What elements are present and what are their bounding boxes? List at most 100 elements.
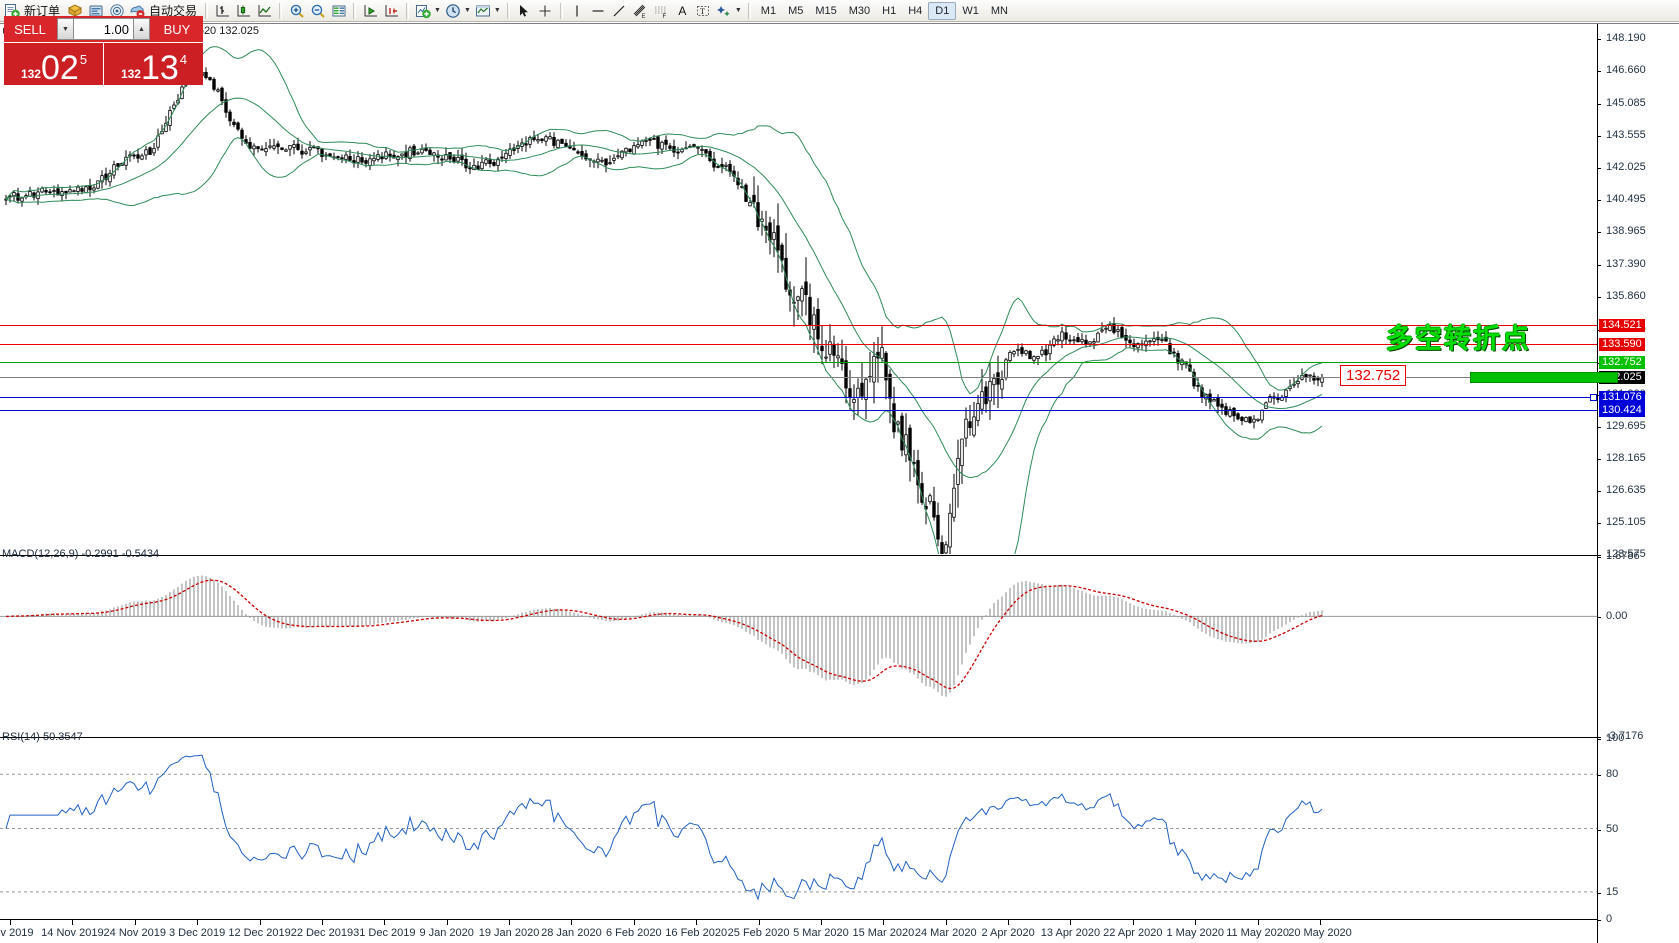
date-label: 14 Nov 2019: [41, 927, 104, 939]
rsi-scale-label: 100: [1596, 732, 1624, 744]
cursor-tool-button[interactable]: [514, 1, 535, 21]
price-tag-resistance[interactable]: 134.521: [1599, 318, 1645, 332]
price-callout-label: 132.752: [1340, 365, 1407, 386]
text-tool-button[interactable]: A: [672, 1, 693, 21]
auto-scroll-button[interactable]: [381, 1, 402, 21]
level-line-5[interactable]: [0, 410, 1597, 412]
date-tick: [696, 920, 698, 925]
crosshair-tool-button[interactable]: [535, 1, 556, 21]
price-tick: 145.085: [1597, 97, 1646, 109]
line-chart-button[interactable]: [254, 1, 275, 21]
level-line-0[interactable]: [0, 324, 1597, 326]
sell-price-display[interactable]: 132 02 5: [4, 43, 103, 85]
date-tick: [1257, 920, 1259, 925]
toolbar-separator-6: [559, 2, 563, 19]
price-tag-level[interactable]: 131.076: [1599, 390, 1645, 404]
profiles-icon: [67, 3, 82, 17]
date-label: 5 Mar 2020: [793, 927, 849, 939]
equidistant-channel-button[interactable]: E: [630, 1, 651, 21]
horizontal-line-tool-button[interactable]: [588, 1, 609, 21]
bar-chart-button[interactable]: [212, 1, 233, 21]
line-chart-icon: [258, 4, 271, 16]
support-zone-rectangle[interactable]: [1470, 372, 1618, 383]
date-tick: [883, 920, 885, 925]
volume-increment-button[interactable]: ▲: [133, 18, 150, 40]
level-line-1[interactable]: [0, 344, 1597, 346]
volume-decrement-button[interactable]: ▼: [57, 18, 74, 40]
level-line-handle[interactable]: [1590, 393, 1597, 401]
grid-view-button[interactable]: [328, 1, 349, 21]
objects-icon: [716, 5, 730, 16]
price-tag-support[interactable]: 132.752: [1599, 355, 1645, 369]
chart-window: ◤ GBPJPY-,Daily 132.541 132.988 131.620 …: [0, 23, 1679, 943]
chevron-down-icon-4[interactable]: ▼: [734, 7, 742, 14]
date-tick: [321, 920, 323, 925]
price-tick: 128.165: [1597, 452, 1646, 464]
objects-list-button[interactable]: ▼: [714, 1, 744, 21]
timeframe-d1[interactable]: D1: [928, 1, 957, 20]
sell-price-prefix: 132: [20, 67, 41, 81]
price-axis[interactable]: 148.190 146.660 145.085 143.555 142.025 140.4…: [1596, 24, 1679, 943]
buy-button[interactable]: BUY: [151, 16, 203, 42]
trendline-tool-button[interactable]: [609, 1, 630, 21]
label-tool-button[interactable]: T: [693, 1, 714, 21]
cursor-icon: [520, 4, 529, 17]
svg-text:E: E: [642, 14, 646, 19]
timeframe-m30[interactable]: M30: [848, 4, 871, 17]
timeframe-mn[interactable]: MN: [990, 4, 1008, 17]
vertical-line-tool-button[interactable]: [567, 1, 588, 21]
macd-scale-label: 1.8786: [1597, 550, 1640, 562]
timeframe-m15[interactable]: M15: [815, 4, 837, 17]
new-order-button[interactable]: 新订单: [2, 1, 64, 21]
rsi-label: RSI(14) 50.3547: [2, 731, 83, 743]
volume-field[interactable]: ▼ 1.00 ▲: [56, 16, 151, 42]
price-tag-level[interactable]: 130.424: [1599, 404, 1645, 418]
profiles-button[interactable]: [64, 1, 85, 21]
sell-button[interactable]: SELL: [4, 16, 56, 42]
date-label: 20 May 2020: [1288, 927, 1352, 939]
date-tick: [1195, 920, 1197, 925]
level-line-4[interactable]: [0, 396, 1597, 398]
buy-price-display[interactable]: 132 13 4: [104, 43, 203, 85]
chevron-down-icon-2[interactable]: ▼: [463, 7, 471, 14]
zoom-out-button[interactable]: [307, 1, 328, 21]
new-order-icon: [5, 3, 20, 18]
horizontal-line-icon: [592, 9, 604, 12]
macd-pane[interactable]: [0, 556, 1597, 736]
price-tag-resistance[interactable]: 133.590: [1599, 338, 1645, 352]
fibonacci-tool-button[interactable]: F: [651, 1, 672, 21]
autotrading-button[interactable]: 自动交易: [127, 1, 201, 21]
one-click-trading-panel[interactable]: SELL ▼ 1.00 ▲ BUY 132 02 5 132 13 4: [4, 16, 203, 96]
indicators-button[interactable]: ▼: [413, 1, 443, 21]
volume-value[interactable]: 1.00: [74, 18, 133, 40]
price-pane[interactable]: [0, 38, 1597, 554]
vertical-line-icon: [576, 5, 578, 16]
date-tick: [820, 920, 822, 925]
zoom-in-icon: [290, 4, 304, 18]
price-tick: 125.105: [1597, 516, 1646, 528]
date-tick: [1008, 920, 1010, 925]
periodicity-button[interactable]: ▼: [443, 1, 473, 21]
market-watch-button[interactable]: [85, 1, 106, 21]
level-line-2[interactable]: [0, 361, 1597, 363]
timeframe-m1[interactable]: M1: [760, 4, 777, 17]
chevron-down-icon[interactable]: ▼: [434, 7, 441, 14]
zoom-in-button[interactable]: [286, 1, 307, 21]
indicators-icon: [416, 4, 431, 18]
rsi-pane[interactable]: [0, 738, 1597, 919]
chevron-down-icon-3[interactable]: ▼: [493, 7, 501, 14]
date-label: 15 Mar 2020: [852, 927, 915, 939]
price-tick: 140.495: [1597, 193, 1646, 205]
timeframe-h4[interactable]: H4: [908, 4, 923, 17]
timeframe-w1[interactable]: W1: [962, 4, 979, 17]
templates-button[interactable]: ▼: [473, 1, 503, 21]
shift-end-button[interactable]: [360, 1, 381, 21]
label-icon: T: [697, 5, 710, 16]
timeframe-h1[interactable]: H1: [882, 4, 897, 17]
main-toolbar: 新订单: [0, 0, 1679, 22]
candlestick-chart-button[interactable]: [233, 1, 254, 21]
level-line-3[interactable]: [0, 376, 1597, 378]
timeframe-m5[interactable]: M5: [788, 4, 804, 17]
date-label: 25 Feb 2020: [727, 927, 790, 939]
